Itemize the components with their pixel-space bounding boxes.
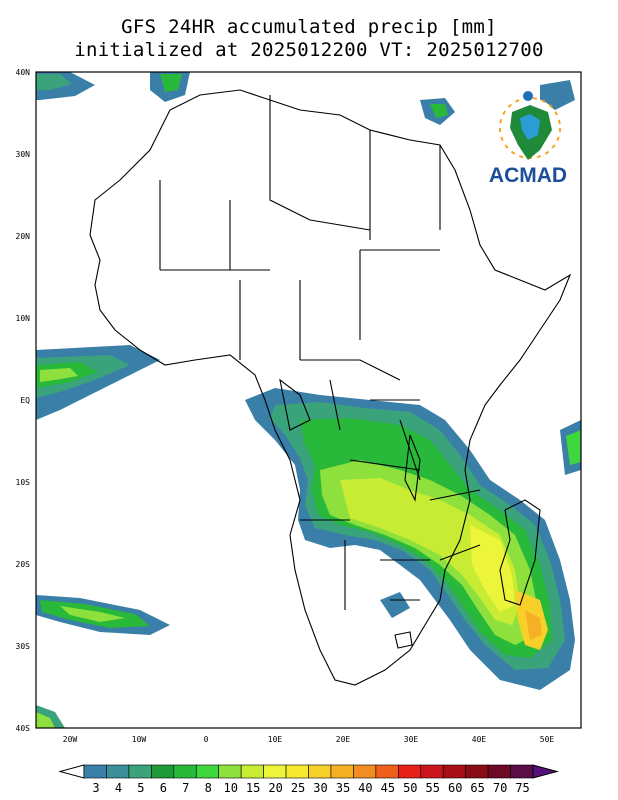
lat-label: EQ	[20, 396, 30, 405]
lon-label: 20E	[336, 735, 351, 744]
colorbar-level-label: 40	[358, 781, 372, 795]
colorbar-level-label: 65	[470, 781, 484, 795]
lon-label: 20W	[63, 735, 78, 744]
colorbar-swatch	[487, 764, 511, 779]
colorbar-level-label: 50	[403, 781, 417, 795]
lon-label: 40E	[472, 735, 487, 744]
lat-label: 20S	[16, 560, 31, 569]
map-title-line1: GFS 24HR accumulated precip [mm]	[121, 16, 497, 38]
colorbar-level-label: 55	[426, 781, 440, 795]
colorbar-swatch	[285, 764, 309, 779]
lat-label: 10N	[16, 314, 31, 323]
africa-globe-logo: ACMAD	[489, 91, 567, 187]
lat-label: 40S	[16, 724, 31, 733]
colorbar-swatch	[83, 764, 107, 779]
logo-text: ACMAD	[489, 164, 567, 187]
colorbar-swatch	[397, 764, 422, 779]
colorbar-level-label: 35	[336, 781, 350, 795]
colorbar-level-label: 8	[205, 781, 212, 795]
colorbar-level-label: 25	[291, 781, 305, 795]
colorbar-level-label: 45	[381, 781, 395, 795]
colorbar-swatch	[218, 764, 242, 779]
colorbar-swatch	[195, 764, 220, 779]
colorbar: 3 4 5 6 7 8 10 15 20 25 30 35 40 45 50 55 60 65 70 75	[58, 764, 559, 795]
colorbar-swatch	[510, 764, 534, 779]
colorbar-level-label: 70	[493, 781, 507, 795]
colorbar-swatch	[308, 764, 332, 779]
longitude-ticks: 20W 10W 0 10E 20E 30E 40E 50E	[63, 735, 555, 744]
colorbar-swatch	[263, 764, 287, 779]
lat-label: 30S	[16, 642, 31, 651]
colorbar-swatch	[420, 764, 444, 779]
lon-label: 10W	[132, 735, 147, 744]
colorbar-high-end	[532, 764, 559, 779]
colorbar-level-label: 4	[115, 781, 122, 795]
colorbar-level-label: 3	[92, 781, 99, 795]
map-title-line2: initialized at 2025012200 VT: 2025012700	[74, 39, 544, 61]
colorbar-swatch	[173, 764, 197, 779]
colorbar-level-label: 10	[223, 781, 237, 795]
colorbar-swatch	[106, 764, 130, 779]
colorbar-level-label: 30	[313, 781, 327, 795]
lon-label: 30E	[404, 735, 419, 744]
lat-label: 20N	[16, 232, 31, 241]
colorbar-level-label: 15	[246, 781, 260, 795]
lat-label: 10S	[16, 478, 31, 487]
colorbar-swatch	[151, 764, 175, 779]
lon-label: 50E	[540, 735, 555, 744]
lon-label: 0	[204, 735, 209, 744]
lat-label: 30N	[16, 150, 31, 159]
colorbar-swatch	[330, 764, 354, 779]
lat-label: 40N	[16, 68, 31, 77]
colorbar-low-end	[58, 764, 85, 779]
map-frame	[35, 71, 582, 729]
colorbar-level-label: 60	[448, 781, 462, 795]
colorbar-level-label: 6	[160, 781, 167, 795]
colorbar-level-label: 5	[137, 781, 144, 795]
colorbar-level-label: 7	[182, 781, 189, 795]
colorbar-swatch	[240, 764, 264, 779]
colorbar-swatch	[128, 764, 152, 779]
colorbar-level-label: 75	[515, 781, 529, 795]
colorbar-swatch	[353, 764, 377, 779]
coastlines	[89, 89, 572, 686]
lon-label: 10E	[268, 735, 283, 744]
colorbar-level-label: 20	[268, 781, 282, 795]
colorbar-swatch	[442, 764, 466, 779]
colorbar-swatch	[375, 764, 399, 779]
colorbar-swatch	[465, 764, 489, 779]
latitude-ticks: 40N 30N 20N 10N EQ 10S 20S 30S 40S	[16, 68, 31, 733]
precip-field	[36, 72, 581, 728]
